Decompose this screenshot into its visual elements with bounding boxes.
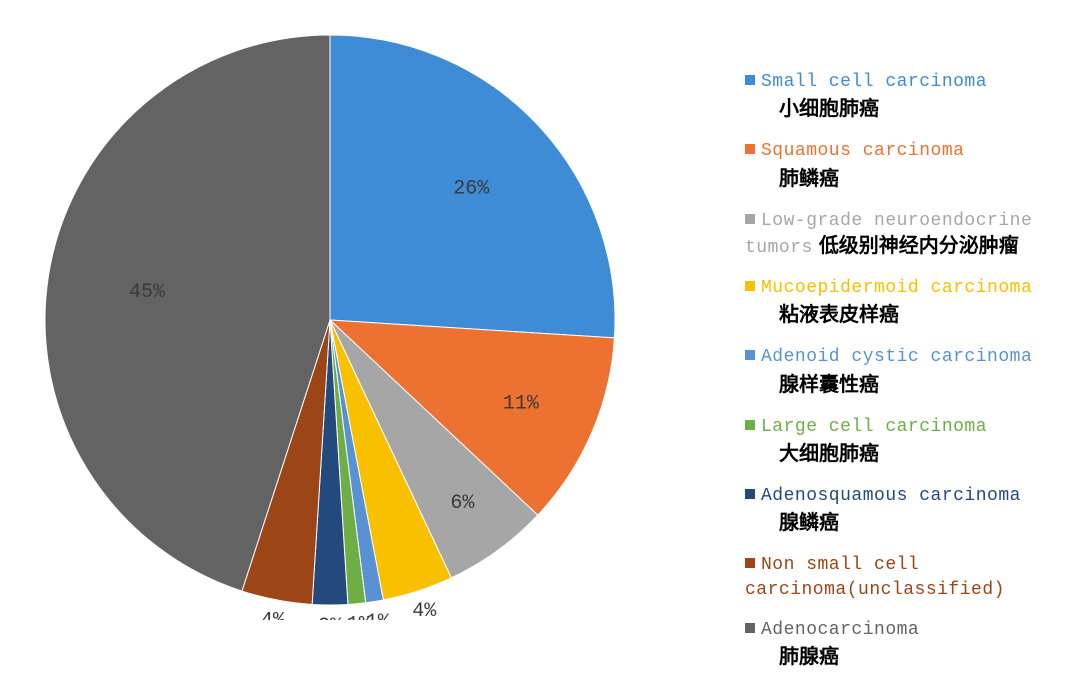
legend-label-en: Mucoepidermoid carcinoma — [761, 278, 1032, 298]
legend-label-en: Adenocarcinoma — [761, 620, 919, 640]
legend-label-en: Non small cell carcinoma(unclassified) — [745, 555, 1005, 599]
pie-svg: 26%11%6%4%1%1%2%4%45% — [30, 20, 630, 620]
legend-label-en: Large cell carcinoma — [761, 417, 987, 437]
legend-swatch — [745, 144, 755, 154]
legend-item: Adenoid cystic carcinoma 腺样囊性癌 — [745, 345, 1065, 398]
legend-label-en: Squamous carcinoma — [761, 141, 964, 161]
slice-label-nscc_unclassified: 4% — [261, 610, 286, 620]
legend-swatch — [745, 558, 755, 568]
legend-label-cn: 小细胞肺癌 — [779, 96, 1065, 123]
legend-swatch — [745, 214, 755, 224]
legend-swatch — [745, 420, 755, 430]
legend: Small cell carcinoma 小细胞肺癌 Squamous carcin… — [745, 70, 1065, 687]
legend-item: Adenosquamous carcinoma 腺鳞癌 — [745, 484, 1065, 537]
slice-label-low_grade_ne: 6% — [450, 492, 475, 515]
legend-item: Squamous carcinoma 肺鳞癌 — [745, 139, 1065, 192]
legend-item: Mucoepidermoid carcinoma 粘液表皮样癌 — [745, 276, 1065, 329]
legend-label-cn: 粘液表皮样癌 — [779, 302, 1065, 329]
legend-swatch — [745, 350, 755, 360]
legend-item: Large cell carcinoma 大细胞肺癌 — [745, 415, 1065, 468]
legend-item: Small cell carcinoma 小细胞肺癌 — [745, 70, 1065, 123]
legend-label-cn: 低级别神经内分泌肿瘤 — [819, 235, 1019, 257]
legend-label-en: Small cell carcinoma — [761, 72, 987, 92]
legend-label-cn: 大细胞肺癌 — [779, 441, 1065, 468]
legend-label-cn: 腺鳞癌 — [779, 510, 1065, 537]
legend-item: Adenocarcinoma 肺腺癌 — [745, 618, 1065, 671]
legend-swatch — [745, 489, 755, 499]
legend-item: Non small cell carcinoma(unclassified) — [745, 553, 1065, 602]
pie-chart: 26%11%6%4%1%1%2%4%45% — [30, 20, 630, 620]
slice-label-mucoepidermoid: 4% — [412, 600, 437, 620]
legend-label-cn: 肺腺癌 — [779, 644, 1065, 671]
legend-swatch — [745, 75, 755, 85]
legend-swatch — [745, 281, 755, 291]
slice-label-large_cell: 1% — [347, 614, 372, 620]
legend-item: Low-grade neuroendocrine tumors低级别神经内分泌肿… — [745, 209, 1065, 261]
slice-label-adenocarcinoma: 45% — [129, 281, 166, 304]
legend-label-en: Adenoid cystic carcinoma — [761, 347, 1032, 367]
legend-label-cn: 肺鳞癌 — [779, 166, 1065, 193]
legend-label-cn: 腺样囊性癌 — [779, 372, 1065, 399]
legend-swatch — [745, 623, 755, 633]
legend-label-en: Adenosquamous carcinoma — [761, 486, 1021, 506]
slice-label-small_cell: 26% — [453, 177, 490, 200]
slice-label-squamous: 11% — [503, 393, 540, 416]
slice-label-adenosquamous: 2% — [318, 615, 343, 620]
